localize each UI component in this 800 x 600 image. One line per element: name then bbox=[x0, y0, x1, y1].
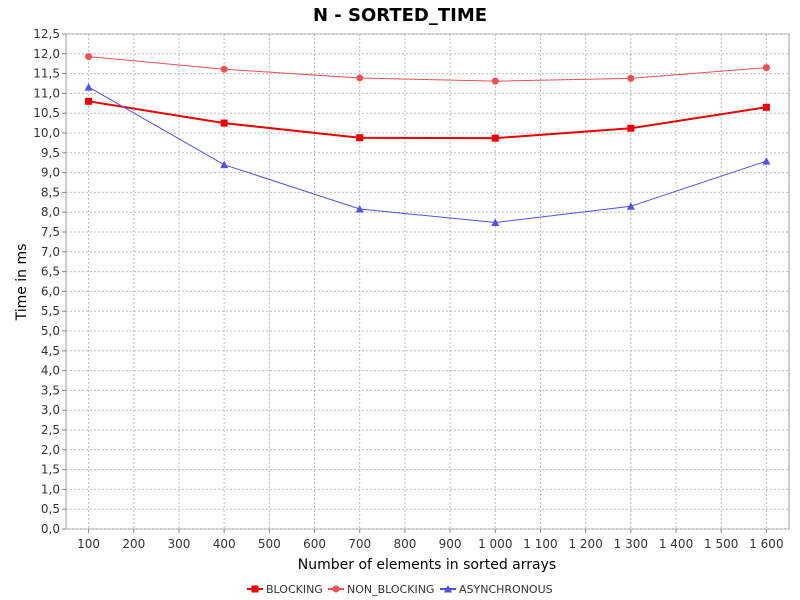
data-point bbox=[626, 202, 635, 210]
y-tick-label: 11,5 bbox=[33, 67, 60, 81]
y-tick-label: 10,5 bbox=[33, 106, 60, 120]
x-tick-label: 500 bbox=[258, 537, 281, 551]
legend-item: ASYNCHRONOUS bbox=[440, 583, 553, 596]
y-tick-label: 7,5 bbox=[41, 225, 60, 239]
legend: BLOCKING NON_BLOCKING ASYNCHRONOUS bbox=[247, 583, 553, 596]
data-point bbox=[627, 124, 635, 132]
y-tick-label: 10,0 bbox=[33, 126, 60, 140]
y-axis-title: Time in ms bbox=[14, 244, 30, 322]
legend-label: NON_BLOCKING bbox=[347, 583, 434, 596]
series-line bbox=[88, 56, 767, 82]
x-tick-label: 1 300 bbox=[614, 537, 648, 551]
y-tick-label: 9,0 bbox=[41, 166, 60, 180]
y-tick-label: 8,0 bbox=[41, 205, 60, 219]
y-tick-label: 12,5 bbox=[33, 27, 60, 41]
y-tick-label: 5,5 bbox=[41, 304, 60, 318]
y-tick-label: 6,0 bbox=[41, 284, 60, 298]
y-tick-label: 9,5 bbox=[41, 146, 60, 160]
series-line bbox=[88, 86, 767, 223]
x-tick-label: 400 bbox=[213, 537, 236, 551]
y-tick-label: 0,5 bbox=[41, 502, 60, 516]
x-tick-label: 1 600 bbox=[749, 537, 783, 551]
x-axis-ticks: 100 200 300 400 500 600 700 800 900 1 000 1 100 1 2… bbox=[77, 529, 784, 551]
data-point bbox=[84, 83, 93, 91]
y-tick-label: 1,0 bbox=[41, 482, 60, 496]
data-point bbox=[355, 205, 364, 213]
data-point bbox=[627, 74, 635, 82]
y-tick-label: 8,5 bbox=[41, 185, 60, 199]
chart-title: N - SORTED_TIME bbox=[313, 5, 487, 26]
x-tick-label: 100 bbox=[77, 537, 100, 551]
y-tick-label: 5,0 bbox=[41, 324, 60, 338]
x-tick-label: 1 400 bbox=[659, 537, 693, 551]
grid-lines bbox=[66, 33, 789, 530]
data-point bbox=[491, 77, 499, 85]
x-tick-label: 1 000 bbox=[478, 537, 512, 551]
data-point bbox=[762, 103, 770, 111]
x-tick-label: 200 bbox=[122, 537, 145, 551]
y-tick-label: 1,5 bbox=[41, 463, 60, 477]
x-tick-label: 1 200 bbox=[568, 537, 602, 551]
x-tick-label: 1 500 bbox=[704, 537, 738, 551]
y-tick-label: 12,0 bbox=[33, 47, 60, 61]
y-tick-label: 4,5 bbox=[41, 344, 60, 358]
legend-item: NON_BLOCKING bbox=[328, 583, 434, 596]
legend-marker bbox=[332, 585, 340, 593]
data-point bbox=[356, 74, 364, 82]
data-point bbox=[85, 53, 93, 61]
legend-item: BLOCKING bbox=[247, 583, 323, 596]
series-non-blocking bbox=[85, 53, 770, 85]
x-tick-label: 1 100 bbox=[523, 537, 557, 551]
legend-label: ASYNCHRONOUS bbox=[459, 583, 553, 596]
plot-area bbox=[65, 33, 790, 530]
x-axis-title: Number of elements in sorted arrays bbox=[298, 557, 556, 573]
y-tick-label: 2,5 bbox=[41, 423, 60, 437]
x-tick-label: 800 bbox=[393, 537, 416, 551]
legend-marker bbox=[444, 585, 452, 593]
series-blocking bbox=[85, 97, 770, 142]
y-tick-label: 6,5 bbox=[41, 265, 60, 279]
data-point bbox=[491, 218, 500, 226]
x-tick-label: 600 bbox=[303, 537, 326, 551]
y-tick-label: 7,0 bbox=[41, 245, 60, 259]
y-axis-ticks: 0,0 0,5 1,0 1,5 2,0 2,5 3,0 3,5 4,0 4,5 5,0 5,5 6,0 6… bbox=[33, 27, 66, 536]
y-tick-label: 2,0 bbox=[41, 443, 60, 457]
data-point bbox=[491, 134, 499, 142]
legend-label: BLOCKING bbox=[266, 583, 323, 596]
x-tick-label: 700 bbox=[348, 537, 371, 551]
data-point bbox=[85, 97, 93, 105]
data-point bbox=[762, 157, 771, 165]
series-layer bbox=[84, 53, 771, 226]
data-point bbox=[356, 134, 364, 142]
data-point bbox=[220, 160, 229, 169]
y-tick-label: 0,0 bbox=[41, 522, 60, 536]
y-tick-label: 4,0 bbox=[41, 364, 60, 378]
data-point bbox=[762, 64, 770, 72]
x-tick-label: 300 bbox=[168, 537, 191, 551]
series-line bbox=[88, 100, 767, 140]
y-tick-label: 3,0 bbox=[41, 403, 60, 417]
legend-marker bbox=[251, 585, 259, 593]
series-asynchronous bbox=[84, 83, 771, 226]
data-point bbox=[220, 119, 228, 127]
x-tick-label: 900 bbox=[439, 537, 462, 551]
data-point bbox=[220, 65, 228, 73]
y-tick-label: 11,0 bbox=[33, 86, 60, 100]
y-tick-label: 3,5 bbox=[41, 383, 60, 397]
